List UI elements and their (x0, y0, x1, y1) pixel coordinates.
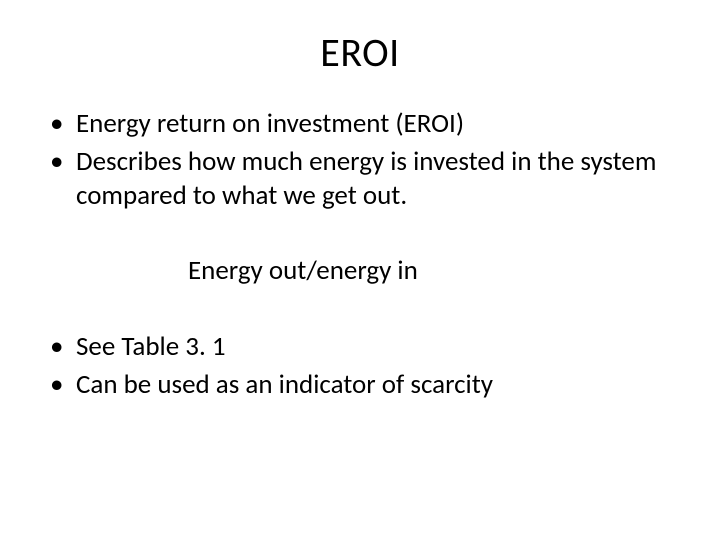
bullet-list-bottom: See Table 3. 1 Can be used as an indicat… (48, 330, 672, 402)
list-item: Can be used as an indicator of scarcity (48, 368, 672, 402)
formula-text: Energy out/energy in (48, 254, 672, 288)
slide-body: Energy return on investment (EROI) Descr… (0, 87, 720, 402)
slide-title: EROI (0, 0, 720, 87)
slide: EROI Energy return on investment (EROI) … (0, 0, 720, 540)
bullet-text: Describes how much energy is invested in… (76, 145, 656, 212)
list-item: Describes how much energy is invested in… (48, 145, 672, 213)
list-item: Energy return on investment (EROI) (48, 107, 672, 141)
bullet-list-top: Energy return on investment (EROI) Descr… (48, 107, 672, 212)
bullet-text: Energy return on investment (EROI) (76, 107, 464, 140)
bullet-text: See Table 3. 1 (76, 330, 226, 363)
list-item: See Table 3. 1 (48, 330, 672, 364)
bullet-text: Can be used as an indicator of scarcity (76, 368, 493, 401)
